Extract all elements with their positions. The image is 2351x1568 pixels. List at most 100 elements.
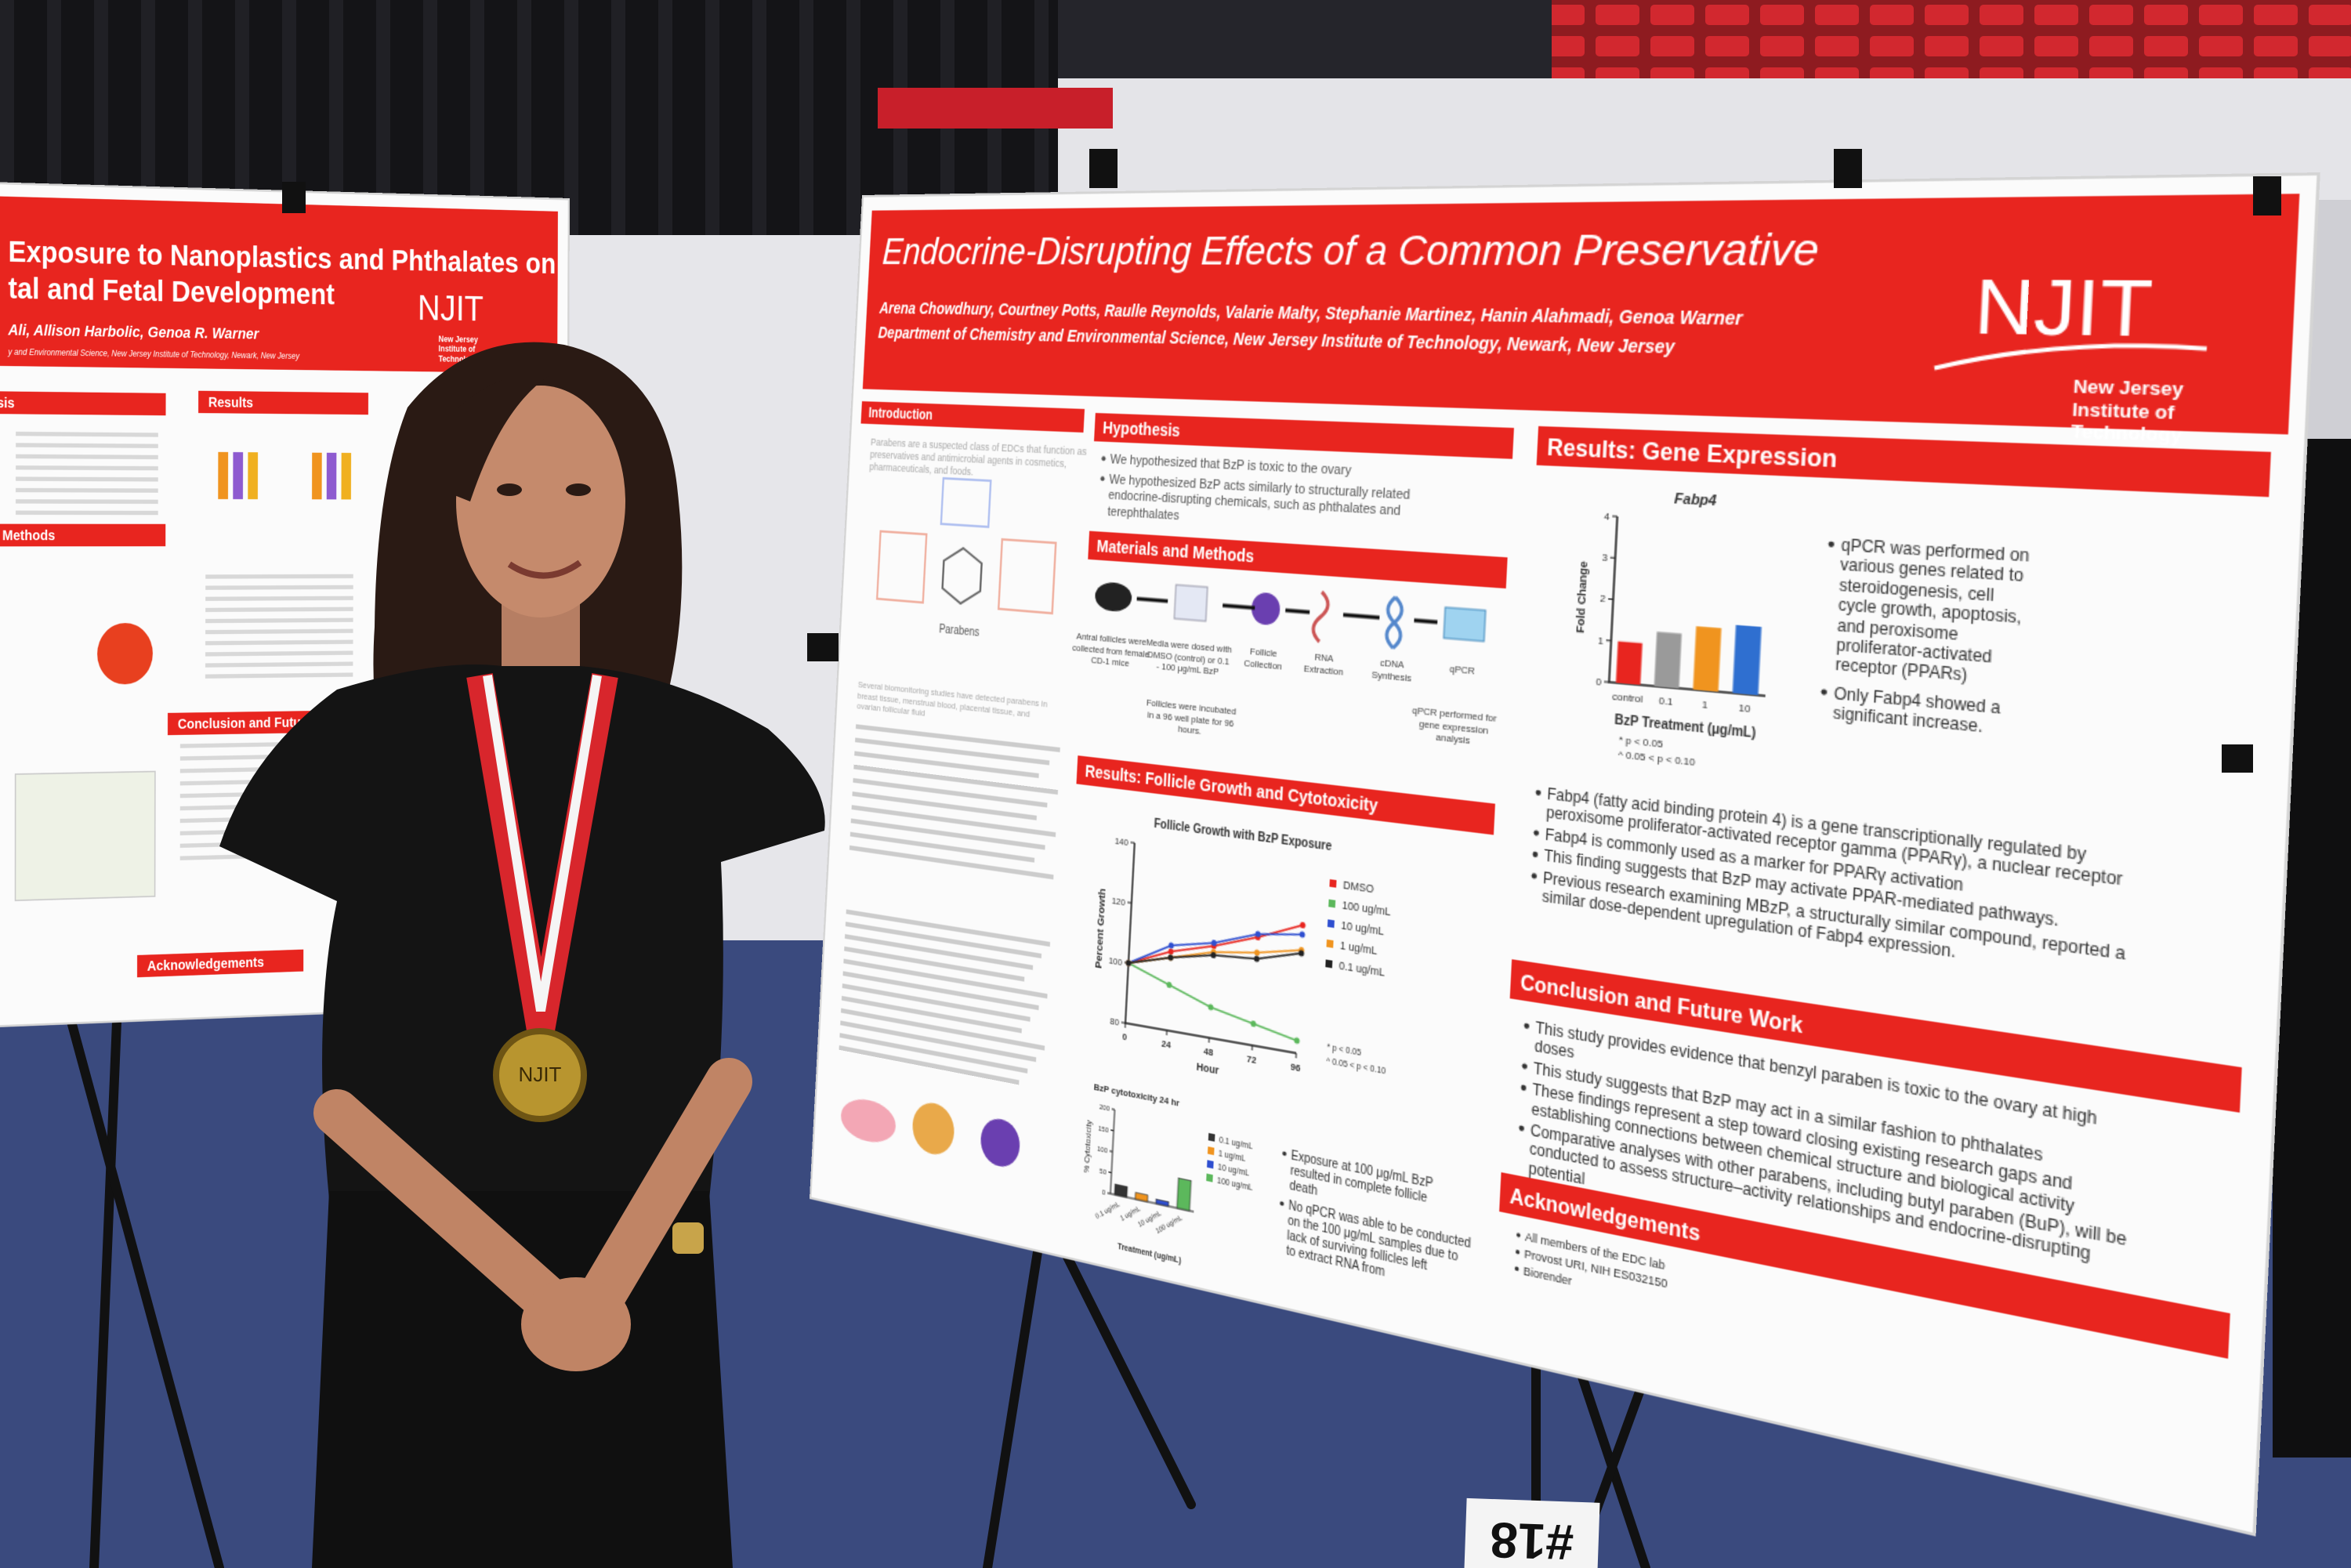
axis-label: Hour: [1196, 1061, 1219, 1077]
watch: [672, 1222, 704, 1254]
decoration: [1045, 1218, 1196, 1509]
main-poster-sheet: Endocrine-Disrupting Effects of a Common…: [810, 172, 2320, 1537]
logo-subtitle: New JerseyInstitute ofTechnology: [2070, 377, 2185, 447]
y-tick-label: 1: [1598, 635, 1604, 647]
decoration: [66, 1014, 224, 1568]
lanyard-stripe: [483, 675, 602, 1012]
poster-text: Follicles were incubatedin a 96 well pla…: [1145, 697, 1237, 741]
decoration: [1089, 149, 1118, 188]
text-line: analysis: [1436, 732, 1471, 748]
section-heading: Introduction: [868, 407, 933, 424]
y-tick-label: 50: [1099, 1167, 1107, 1176]
arms: [313, 1058, 752, 1324]
poster-text: Parabens: [939, 622, 980, 639]
y-tick-label: 4: [1604, 511, 1610, 523]
main-poster: Endocrine-Disrupting Effects of a Common…: [810, 172, 2320, 1544]
arena-seats: [1552, 0, 2351, 86]
method-step: FollicleCollection: [1244, 646, 1283, 672]
text-line: Technology: [2070, 422, 2183, 447]
ovary-figure: [839, 1095, 897, 1147]
chart-title: Fabp4: [1674, 490, 1718, 509]
decoration: [983, 1218, 1047, 1568]
method-step: qPCR: [1449, 664, 1475, 678]
y-tick-label: 2: [1599, 593, 1606, 606]
decoration: [2253, 176, 2281, 215]
poster-authors: Ali, Allison Harbolic, Genoa R. Warner: [7, 322, 259, 343]
card: [1464, 1497, 1600, 1568]
x-tick-label: 96: [1290, 1061, 1300, 1074]
axis-label: % Cytotoxicity: [1082, 1119, 1093, 1174]
table-number: #18: [1489, 1512, 1574, 1568]
decoration: [282, 182, 306, 213]
decoration: [313, 1089, 572, 1324]
text-line: Collection: [1244, 657, 1282, 672]
section-heading: Conclusion and Future W: [178, 714, 328, 732]
poster-title: Endocrine-Disrupting Effects of a Common…: [882, 223, 1820, 276]
y-tick-label: 100: [1097, 1146, 1108, 1156]
x-tick-label: 72: [1246, 1053, 1256, 1066]
text-line: RNA: [1314, 652, 1335, 665]
poster-affiliation: y and Environmental Science, New Jersey …: [7, 347, 299, 361]
text-line: cDNA: [1380, 657, 1405, 672]
section-band: [0, 523, 166, 547]
y-tick-label: 120: [1111, 896, 1125, 909]
hands: [521, 1277, 631, 1371]
text-line: Institute of: [439, 345, 476, 355]
logo: NJIT: [418, 288, 484, 328]
legend-label: 1 ug/mL: [1340, 940, 1378, 958]
chart-bar: [218, 451, 229, 500]
y-tick-label: 0: [1596, 676, 1602, 689]
axis-label: Fold Change: [1574, 561, 1591, 634]
legend-label: DMSO: [1342, 879, 1374, 896]
text-line: New Jersey: [2073, 377, 2185, 400]
x-tick-label: 24: [1161, 1038, 1172, 1052]
decoration: [1834, 149, 1862, 188]
figure-box: [16, 772, 155, 901]
chart-bar: [233, 451, 244, 500]
hair-front: [451, 375, 549, 502]
text-line: New Jersey: [439, 335, 479, 345]
bullet-text: We hypothesized BzP acts similarly to st…: [1107, 472, 1411, 536]
eye: [566, 483, 591, 496]
text-line: CD-1 mice: [1091, 655, 1130, 670]
eye: [497, 483, 522, 496]
section-band: [860, 401, 1085, 433]
y-tick-label: 150: [1098, 1124, 1109, 1135]
axis-label: Percent Growth: [1094, 888, 1108, 969]
section-heading: pothesis: [0, 394, 15, 411]
section-band: [198, 390, 369, 415]
face: [456, 386, 625, 617]
x-tick-label: 0: [1122, 1031, 1128, 1043]
section-heading: Hypothesis: [1103, 418, 1181, 440]
poster-sheet: [810, 172, 2320, 1537]
medal-text: NJIT: [519, 1063, 562, 1086]
text-line: hours.: [1178, 724, 1202, 737]
decoration: [1563, 1327, 1650, 1568]
y-tick-label: 200: [1099, 1103, 1110, 1114]
decoration: [807, 633, 839, 661]
x-tick-label: 1: [1701, 699, 1708, 712]
chart-note: * p < 0.05: [1618, 734, 1663, 751]
decoration: [2222, 744, 2253, 773]
section-heading: Results: [208, 394, 254, 411]
text-line: Institute of: [2072, 400, 2176, 423]
bystander: [2273, 439, 2351, 1458]
text-line: pharmaceuticals, and foods.: [869, 461, 973, 477]
x-tick-label: 48: [1204, 1046, 1214, 1059]
y-tick-label: 140: [1114, 836, 1128, 849]
x-tick-label: 10: [1738, 702, 1751, 715]
method-step: cDNASynthesis: [1371, 657, 1413, 684]
section-heading: ls and Methods: [0, 527, 56, 544]
y-tick-label: 0: [1102, 1189, 1106, 1197]
medal: [493, 1028, 587, 1122]
pie-chart: [97, 622, 154, 685]
logo: NJIT: [1972, 263, 2154, 355]
text-line: Extraction: [1303, 663, 1343, 678]
y-tick-label: 100: [1108, 955, 1122, 969]
decoration: [580, 1058, 752, 1316]
poster-header: [862, 194, 2300, 435]
smile: [507, 559, 582, 579]
section-band: [0, 390, 166, 416]
